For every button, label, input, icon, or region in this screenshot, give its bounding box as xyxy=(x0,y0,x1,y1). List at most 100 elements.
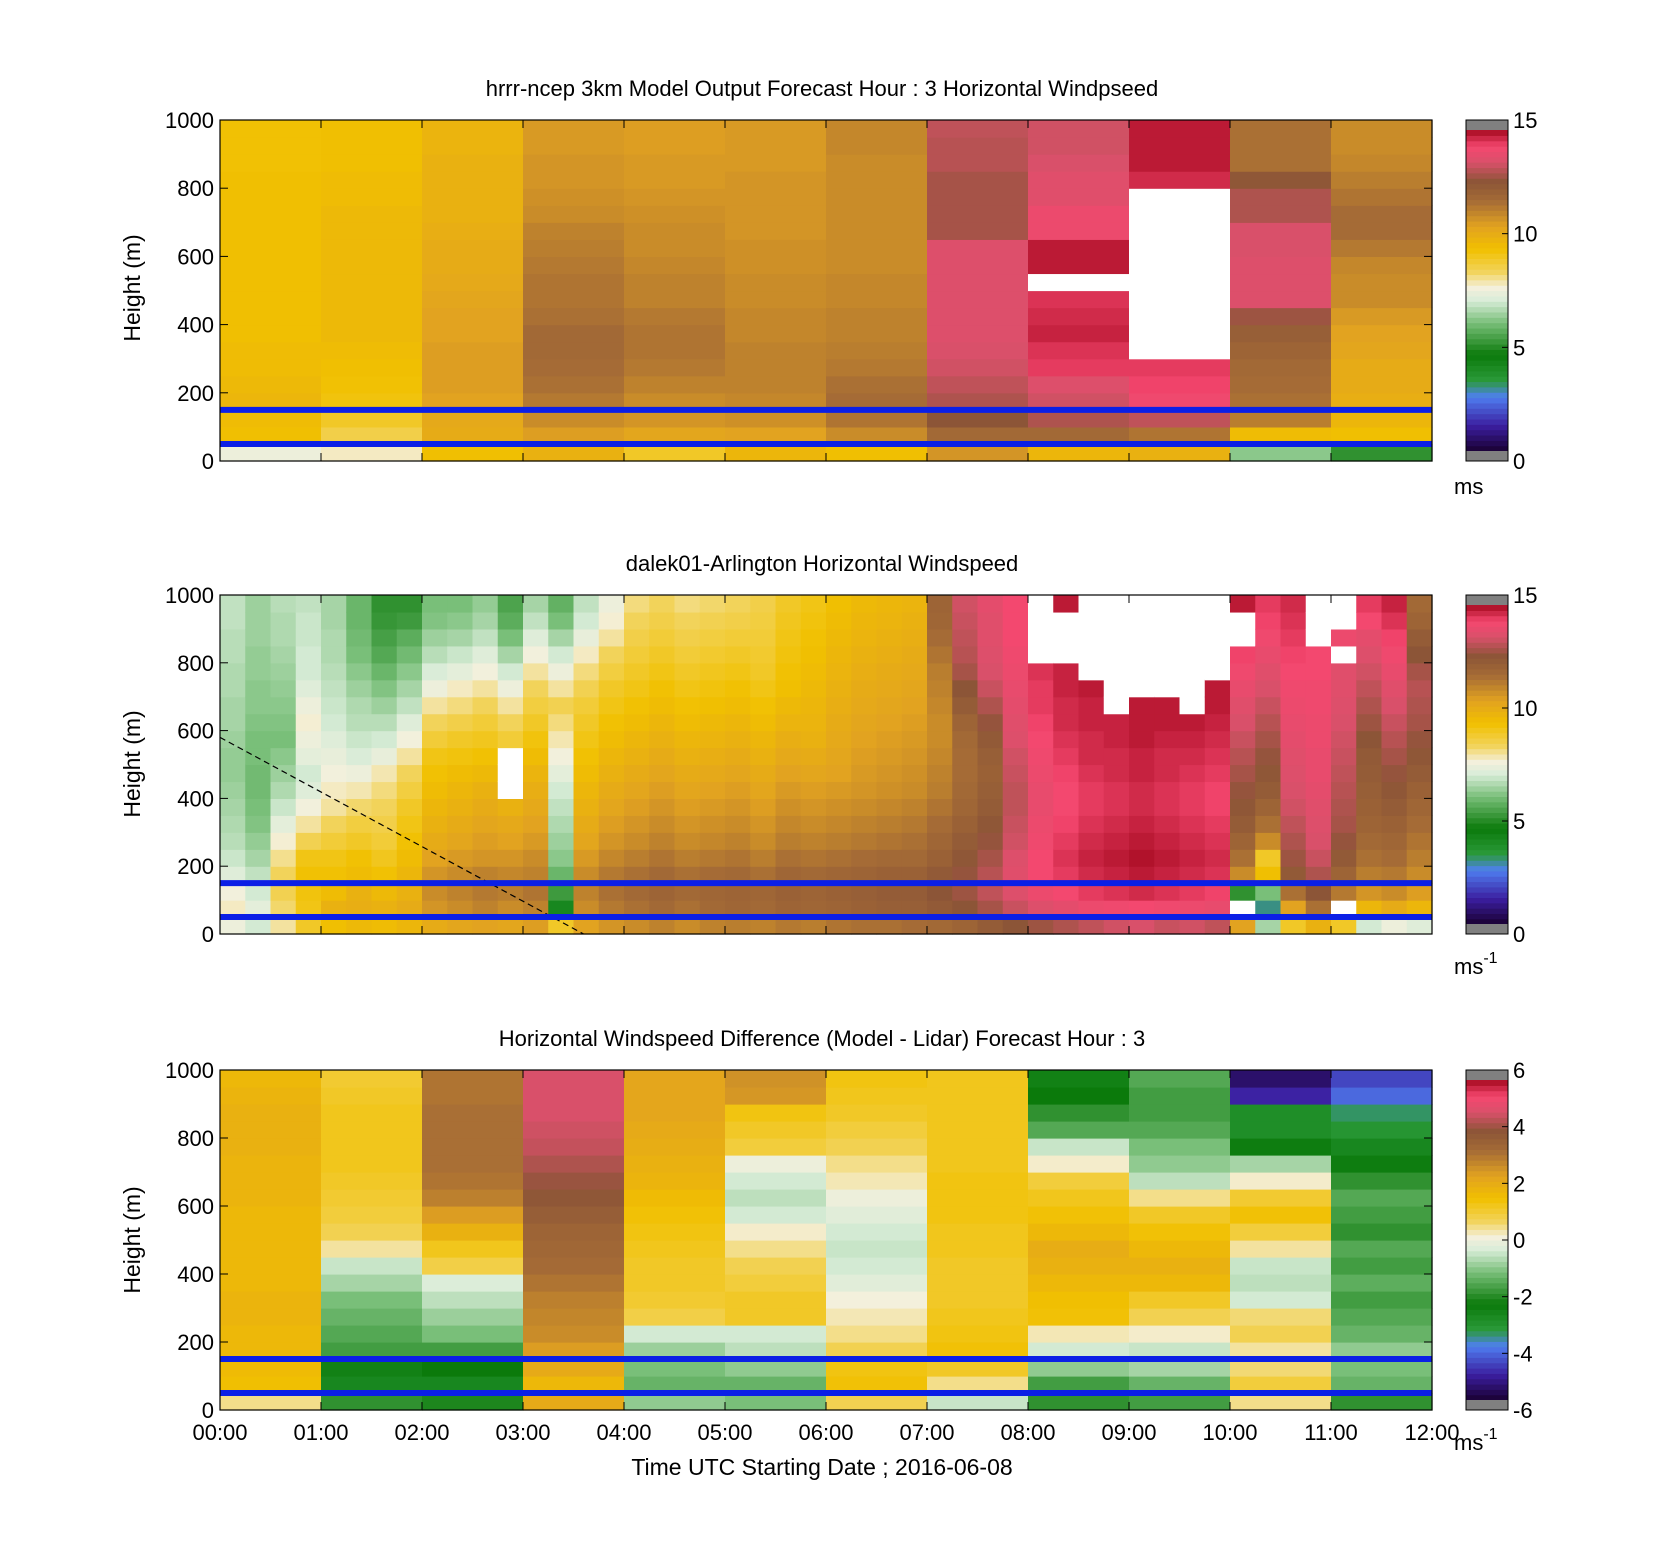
heatmap-cell xyxy=(826,341,928,360)
heatmap-cell xyxy=(1204,662,1231,681)
colorbar-segment xyxy=(1466,1298,1508,1305)
heatmap-cell xyxy=(1204,713,1231,732)
heatmap-cell xyxy=(624,375,726,394)
heatmap-cell xyxy=(523,222,625,240)
heatmap-cell xyxy=(624,358,726,377)
heatmap-cell xyxy=(321,1189,423,1207)
heatmap-cell xyxy=(220,662,246,681)
heatmap-cell xyxy=(1331,900,1357,918)
heatmap-cell xyxy=(1255,628,1282,647)
heatmap-cell xyxy=(624,1070,726,1088)
heatmap-cell xyxy=(876,628,903,647)
heatmap-cell xyxy=(1230,645,1256,664)
heatmap-cell xyxy=(1078,866,1105,884)
colorbar-segment xyxy=(1466,1128,1508,1134)
heatmap-cell xyxy=(1179,679,1206,698)
heatmap-cell xyxy=(472,883,499,901)
heatmap-cell xyxy=(422,1104,524,1122)
colorbar-segment xyxy=(1466,727,1508,734)
heatmap-cell xyxy=(422,595,448,613)
heatmap-cell xyxy=(977,611,1004,630)
heatmap-cell xyxy=(1230,290,1332,309)
colorbar-unit-label: ms-1 xyxy=(1454,950,1498,979)
heatmap-cell xyxy=(876,611,903,630)
heatmap-cell xyxy=(851,730,878,749)
heatmap-cell xyxy=(1230,1274,1332,1292)
heatmap-cell xyxy=(927,1342,1029,1360)
heatmap-cell xyxy=(725,392,827,411)
heatmap-cell xyxy=(1406,747,1433,766)
heatmap-cell xyxy=(699,645,726,664)
heatmap-cell xyxy=(624,273,726,292)
heatmap-cell xyxy=(901,730,928,749)
heatmap-cell xyxy=(1305,645,1332,664)
heatmap-cell xyxy=(1028,120,1130,138)
heatmap-cell xyxy=(624,137,726,155)
heatmap-cell xyxy=(1331,917,1357,935)
heatmap-cell xyxy=(422,1359,524,1377)
heatmap-cell xyxy=(1154,595,1181,613)
heatmap-cell xyxy=(699,883,726,901)
heatmap-cell xyxy=(1129,1189,1231,1207)
heatmap-cell xyxy=(826,764,852,783)
heatmap-cell xyxy=(901,917,928,935)
heatmap-cell xyxy=(952,730,979,749)
heatmap-cell xyxy=(220,1189,322,1207)
heatmap-cell xyxy=(447,781,474,799)
heatmap-cell xyxy=(624,426,726,445)
heatmap-cell xyxy=(220,713,246,732)
heatmap-cell xyxy=(826,1155,928,1173)
heatmap-cell xyxy=(725,1172,827,1190)
heatmap-cell xyxy=(447,815,474,833)
heatmap-cell xyxy=(674,781,701,799)
heatmap-cell xyxy=(1356,883,1383,901)
heatmap-cell xyxy=(624,645,650,664)
heatmap-cell xyxy=(826,290,928,309)
heatmap-cell xyxy=(699,849,726,867)
heatmap-cell xyxy=(1078,815,1105,833)
heatmap-cell xyxy=(699,917,726,935)
heatmap-cell xyxy=(1028,595,1054,613)
colorbar-segment xyxy=(1466,1229,1508,1236)
heatmap-cell xyxy=(497,611,524,630)
heatmap-cell xyxy=(952,713,979,732)
heatmap-cell xyxy=(371,696,398,715)
heatmap-cell xyxy=(245,747,272,766)
heatmap-cell xyxy=(523,239,625,257)
heatmap-cell xyxy=(422,1257,524,1275)
heatmap-cell xyxy=(1356,730,1383,749)
heatmap-cell xyxy=(1129,1359,1231,1377)
heatmap-cell xyxy=(1028,645,1054,664)
heatmap-cell xyxy=(220,1359,322,1377)
heatmap-cell xyxy=(1154,900,1181,918)
colorbar-segment xyxy=(1466,620,1508,627)
heatmap-cell xyxy=(422,341,524,360)
heatmap-cell xyxy=(624,1291,726,1309)
heatmap-cell xyxy=(674,628,701,647)
heatmap-cell xyxy=(927,1223,1029,1241)
heatmap-cell xyxy=(422,290,524,309)
heatmap-cell xyxy=(624,917,650,935)
heatmap-cell xyxy=(826,239,928,257)
heatmap-cell xyxy=(699,866,726,884)
colorbar-segment xyxy=(1466,242,1508,249)
colorbar-segment xyxy=(1466,418,1508,425)
colorbar-segment xyxy=(1466,785,1508,792)
heatmap-cell xyxy=(1356,866,1383,884)
colorbar-segment xyxy=(1466,605,1508,611)
heatmap-cell xyxy=(725,205,827,223)
heatmap-cell xyxy=(1406,696,1433,715)
heatmap-cell xyxy=(220,645,246,664)
heatmap-cell xyxy=(624,1104,726,1122)
heatmap-cell xyxy=(523,1359,625,1377)
heatmap-cell xyxy=(674,662,701,681)
heatmap-cell xyxy=(497,781,524,799)
heatmap-cell xyxy=(927,1325,1029,1343)
heatmap-cell xyxy=(826,222,928,240)
heatmap-cell xyxy=(523,1240,625,1258)
heatmap-cell xyxy=(624,120,726,138)
heatmap-cell xyxy=(1129,595,1155,613)
colorbar-segment xyxy=(1466,626,1508,633)
overlays xyxy=(220,406,1432,447)
heatmap-cell xyxy=(725,866,751,884)
